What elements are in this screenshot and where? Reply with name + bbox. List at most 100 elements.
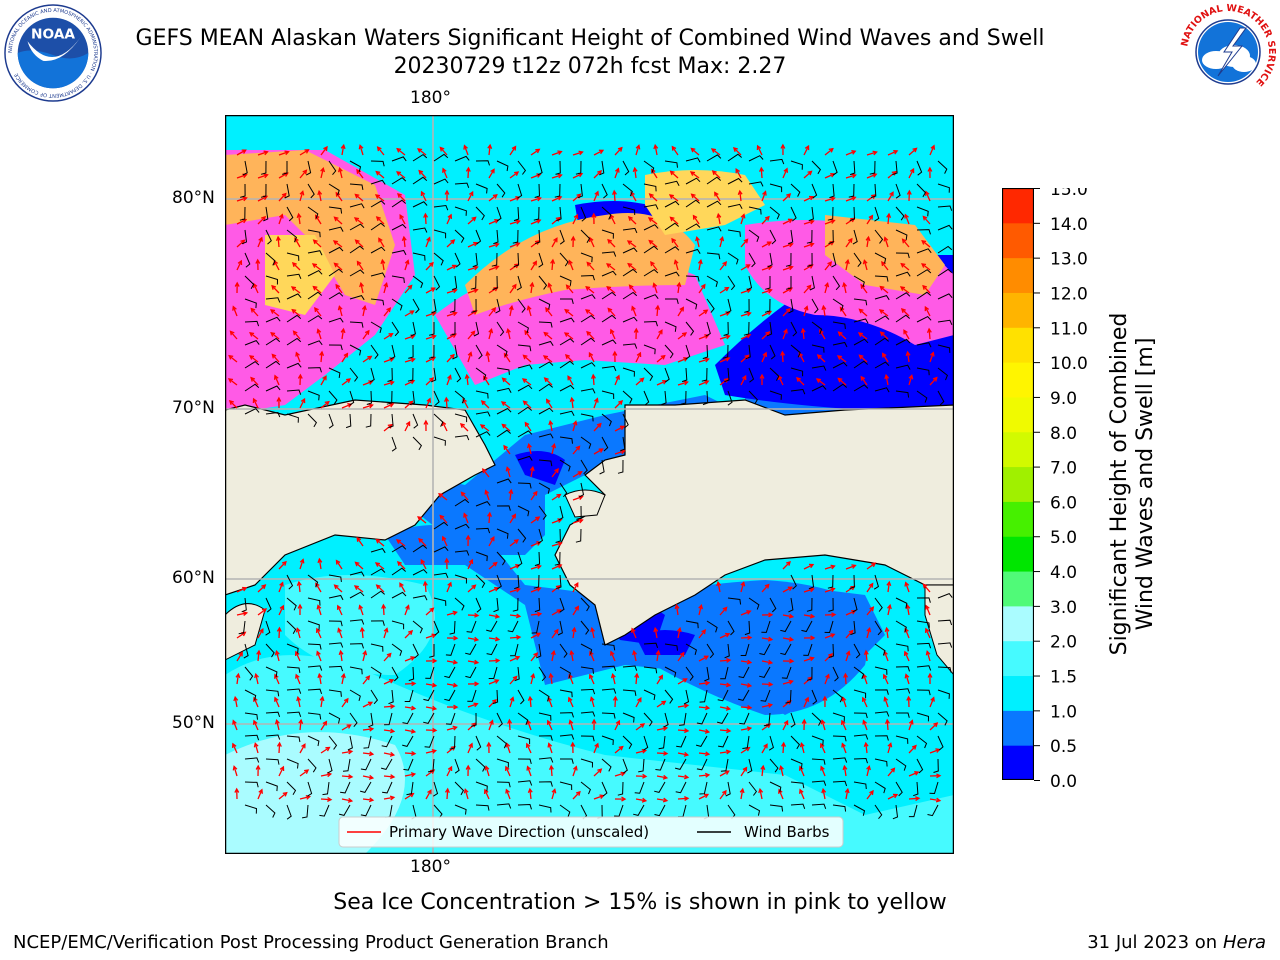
wave-arrow-head <box>405 604 410 610</box>
wave-arrow <box>425 749 436 754</box>
wind-barb <box>559 229 565 245</box>
wave-arrow-head <box>389 357 395 362</box>
wave-arrow <box>425 607 434 616</box>
wind-barb <box>454 229 465 243</box>
wind-barb <box>491 252 498 267</box>
wave-arrow-head <box>851 150 857 155</box>
wave-arrow <box>257 628 264 639</box>
wind-barb <box>706 298 715 313</box>
wave-arrow-head <box>899 286 906 291</box>
wave-arrow-head <box>494 586 500 592</box>
wave-arrow-head <box>679 651 685 657</box>
wave-arrow-head <box>804 696 810 702</box>
wave-arrow <box>505 789 511 800</box>
wave-arrow <box>593 191 599 202</box>
wave-arrow <box>803 243 814 248</box>
wave-arrow <box>509 676 518 685</box>
wave-arrow-head <box>389 678 395 684</box>
wave-arrow <box>845 651 850 662</box>
wind-barb <box>790 803 806 809</box>
wave-arrow <box>572 151 583 156</box>
wind-barb <box>744 298 750 313</box>
wave-arrow-head <box>506 327 511 334</box>
wave-arrow <box>544 377 553 386</box>
wave-arrow-head <box>735 168 740 174</box>
wave-arrow <box>299 191 304 202</box>
wave-arrow <box>278 172 289 179</box>
wave-arrow <box>526 766 532 777</box>
wave-arrow <box>820 766 826 777</box>
wave-arrow <box>404 421 411 432</box>
wind-barb <box>328 689 342 697</box>
wind-barb <box>685 157 701 163</box>
wave-arrow <box>528 444 532 455</box>
wind-barb <box>370 246 386 254</box>
wind-barb <box>916 689 931 696</box>
wave-arrow-head <box>408 629 414 635</box>
wave-arrow-head <box>354 193 360 199</box>
wave-arrow <box>236 587 247 593</box>
wave-arrow <box>488 243 499 248</box>
colorbar-label: Significant Height of Combined Wind Wave… <box>1107 313 1158 656</box>
wave-arrow-head <box>473 288 479 294</box>
wave-arrow <box>253 283 259 294</box>
wind-barb <box>580 413 594 422</box>
wind-barb <box>496 429 512 438</box>
wind-barb <box>328 665 344 672</box>
wave-arrow <box>341 775 353 778</box>
wind-barb <box>559 338 575 346</box>
wave-arrow-head <box>386 307 392 313</box>
wind-barb <box>284 183 290 199</box>
wind-barb <box>454 781 465 796</box>
wave-arrow <box>278 582 284 593</box>
wave-arrow-head <box>905 350 911 357</box>
wave-arrow-head <box>375 216 381 222</box>
wave-arrow-head <box>662 774 669 780</box>
wave-arrow <box>462 398 469 409</box>
wind-barb <box>496 321 505 337</box>
wind-barb <box>895 735 909 744</box>
wind-barb <box>929 781 939 795</box>
wave-arrow-head <box>821 304 827 311</box>
wave-arrow-head <box>716 212 722 219</box>
wave-arrow <box>929 722 938 731</box>
wave-arrow-head <box>468 742 473 748</box>
wind-barb <box>696 712 708 725</box>
wave-arrow <box>803 657 814 662</box>
wave-arrow <box>485 766 490 777</box>
wave-arrow <box>299 559 304 570</box>
wind-barb <box>601 665 617 672</box>
wave-arrow-head <box>431 748 438 754</box>
wave-arrow-head <box>470 330 476 336</box>
wave-arrow-head <box>725 749 732 755</box>
wave-arrow <box>488 307 496 317</box>
wave-arrow <box>698 358 709 363</box>
wind-barb <box>265 297 281 303</box>
wave-arrow-head <box>921 239 927 245</box>
wind-barb <box>706 154 722 162</box>
wave-arrow-head <box>452 682 459 688</box>
wave-arrow <box>782 266 793 271</box>
wind-barb <box>874 337 890 346</box>
wind-barb <box>307 367 322 373</box>
wave-arrow <box>318 191 322 202</box>
wave-arrow-head <box>432 727 438 733</box>
wave-arrow <box>509 656 520 662</box>
wave-arrow-head <box>570 741 576 747</box>
wave-arrow <box>551 609 561 616</box>
wave-arrow <box>278 792 288 800</box>
wave-arrow <box>551 217 561 225</box>
wind-barb <box>658 735 666 750</box>
wind-barb <box>307 250 323 256</box>
wind-barb <box>286 362 302 369</box>
wind-barb <box>916 291 932 300</box>
wind-barb <box>664 367 670 383</box>
wave-arrow <box>228 355 238 363</box>
wind-barb <box>538 433 554 439</box>
wind-barb <box>705 321 711 337</box>
wind-barb <box>449 298 456 313</box>
wave-arrow-head <box>276 396 282 402</box>
wave-arrow <box>883 651 889 662</box>
wave-arrow-head <box>453 704 459 710</box>
wind-barb <box>785 689 792 704</box>
